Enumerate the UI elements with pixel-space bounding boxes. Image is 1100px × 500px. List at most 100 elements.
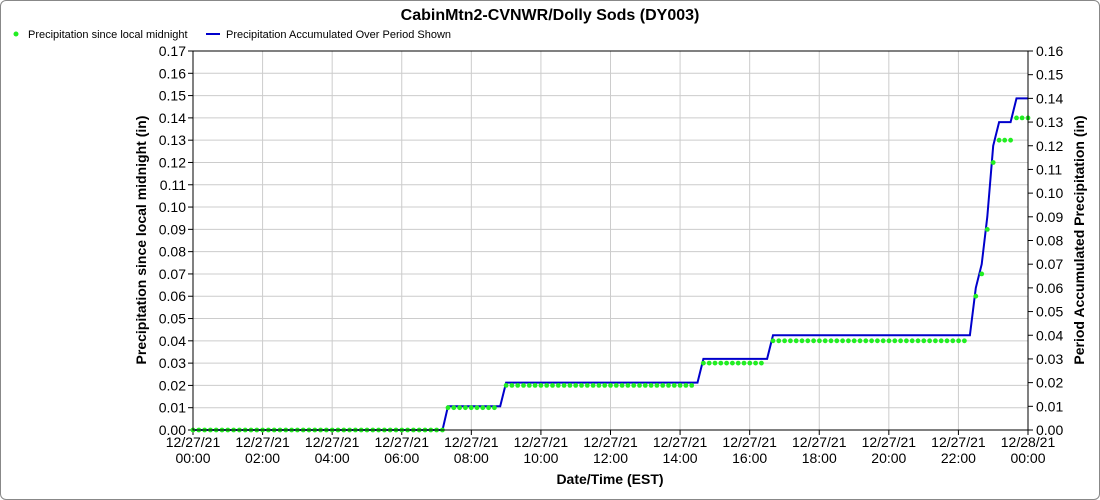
precip-since-midnight-point xyxy=(799,338,805,344)
precip-since-midnight-point xyxy=(834,338,840,344)
left-tick-label: 0.14 xyxy=(159,110,186,126)
right-tick-label: 0.10 xyxy=(1036,185,1063,201)
precip-since-midnight-point xyxy=(648,383,654,388)
precip-since-midnight-point xyxy=(625,383,631,388)
right-tick-label: 0.01 xyxy=(1036,398,1063,414)
right-axis-ticks: 0.00 0.01 0.02 0.03 0.04 0.05 0.06 0.07 0.08 0.09… xyxy=(1028,43,1063,438)
precip-since-midnight-point xyxy=(730,360,735,366)
precip-since-midnight-point xyxy=(677,383,683,388)
precip-since-midnight-point xyxy=(701,360,706,366)
right-tick-label: 0.06 xyxy=(1036,280,1063,296)
x-tick-label-time: 04:00 xyxy=(315,450,350,466)
right-tick-label: 0.02 xyxy=(1036,375,1063,391)
precip-since-midnight-point xyxy=(1008,137,1013,143)
right-tick-label: 0.13 xyxy=(1036,114,1063,130)
precip-since-midnight-point xyxy=(474,405,480,411)
precip-since-midnight-point xyxy=(521,383,526,388)
accumulated-precip-line xyxy=(193,97,1028,431)
x-tick-label-date: 12/27/21 xyxy=(514,434,569,450)
precip-since-midnight-point xyxy=(538,383,544,388)
left-tick-label: 0.02 xyxy=(159,377,186,393)
precip-since-midnight-point xyxy=(904,338,909,344)
precip-since-midnight-point xyxy=(631,383,637,388)
x-tick-label-time: 06:00 xyxy=(384,450,419,466)
x-tick-label-date: 12/27/21 xyxy=(653,434,708,450)
precip-since-midnight-point xyxy=(503,383,509,388)
precip-since-midnight-point xyxy=(990,160,996,165)
right-tick-label: 0.16 xyxy=(1036,43,1063,59)
precip-since-midnight-point xyxy=(671,383,677,388)
precip-since-midnight-point xyxy=(689,383,695,388)
precip-since-midnight-point xyxy=(979,271,985,277)
precip-since-midnight-point xyxy=(927,338,932,344)
precip-since-midnight-point xyxy=(637,383,642,388)
x-tick-label-time: 16:00 xyxy=(732,450,767,466)
precip-since-midnight-point xyxy=(654,383,660,388)
left-tick-label: 0.05 xyxy=(159,311,186,327)
precip-since-midnight-point xyxy=(550,383,555,388)
left-axis-ticks: 0.00 0.01 0.02 0.03 0.04 0.05 0.06 0.07 0.08 0.09… xyxy=(159,43,193,438)
x-tick-label-time: 20:00 xyxy=(871,450,906,466)
precip-since-midnight-point xyxy=(817,338,822,344)
right-tick-label: 0.07 xyxy=(1036,256,1063,272)
x-tick-label-time: 00:00 xyxy=(1010,450,1045,466)
precip-since-midnight-point xyxy=(573,383,579,388)
right-tick-label: 0.00 xyxy=(1036,422,1063,438)
precip-since-midnight-point xyxy=(567,383,573,388)
precip-since-midnight-point xyxy=(463,405,468,411)
precip-since-midnight-point xyxy=(584,383,590,388)
x-tick-label-date: 12/27/21 xyxy=(583,434,638,450)
precip-since-midnight-point xyxy=(509,383,515,388)
right-tick-label: 0.08 xyxy=(1036,233,1063,249)
x-tick-label-date: 12/27/21 xyxy=(792,434,847,450)
right-tick-label: 0.14 xyxy=(1036,90,1063,106)
x-tick-label-time: 02:00 xyxy=(245,450,280,466)
left-tick-label: 0.00 xyxy=(159,422,186,438)
precip-since-midnight-point xyxy=(579,383,584,388)
left-tick-label: 0.12 xyxy=(159,154,186,170)
x-tick-label-date: 12/27/21 xyxy=(375,434,430,450)
x-tick-label-date: 12/28/21 xyxy=(1001,434,1056,450)
precip-since-midnight-point xyxy=(666,383,671,388)
precip-since-midnight-point xyxy=(596,383,602,388)
precip-since-midnight-point xyxy=(915,338,921,344)
precip-since-midnight-point xyxy=(642,383,648,388)
x-tick-label-date: 12/27/21 xyxy=(305,434,360,450)
precip-since-midnight-point xyxy=(735,360,741,366)
precip-since-midnight-point xyxy=(561,383,567,388)
chart-title: CabinMtn2-CVNWR/Dolly Sods (DY003) xyxy=(401,7,700,24)
left-tick-label: 0.15 xyxy=(159,88,186,104)
right-tick-label: 0.11 xyxy=(1036,161,1062,177)
legend-label-since-midnight: Precipitation since local midnight xyxy=(28,29,188,41)
left-tick-label: 0.11 xyxy=(160,177,186,193)
precip-since-midnight-point xyxy=(851,338,857,344)
precip-since-midnight-point xyxy=(492,405,497,411)
precip-since-midnight-point xyxy=(909,338,915,344)
left-tick-label: 0.09 xyxy=(159,221,186,237)
x-tick-label-time: 00:00 xyxy=(175,450,210,466)
precip-since-midnight-point xyxy=(706,360,712,366)
precip-since-midnight-point xyxy=(602,383,608,388)
x-tick-label-time: 10:00 xyxy=(523,450,558,466)
precip-since-midnight-point xyxy=(532,383,538,388)
precip-since-midnight-point xyxy=(712,360,718,366)
precip-since-midnight-point xyxy=(863,338,869,344)
legend-points-marker xyxy=(13,31,19,37)
precip-since-midnight-point xyxy=(944,338,950,344)
precip-since-midnight-point xyxy=(1019,115,1025,121)
left-tick-label: 0.01 xyxy=(159,400,186,416)
precip-since-midnight-point xyxy=(445,405,451,411)
precip-since-midnight-point xyxy=(660,383,666,388)
precip-since-midnight-point xyxy=(776,338,782,344)
precip-since-midnight-point xyxy=(996,137,1002,143)
precip-since-midnight-point xyxy=(608,383,613,388)
right-tick-label: 0.12 xyxy=(1036,138,1063,154)
precip-since-midnight-point xyxy=(886,338,892,344)
precip-since-midnight-point xyxy=(793,338,799,344)
precip-since-midnight-point xyxy=(875,338,880,344)
left-axis-label: Precipitation since local midnight (in) xyxy=(133,116,149,365)
precip-since-midnight-point xyxy=(1002,137,1008,143)
precip-since-midnight-point xyxy=(962,338,967,344)
